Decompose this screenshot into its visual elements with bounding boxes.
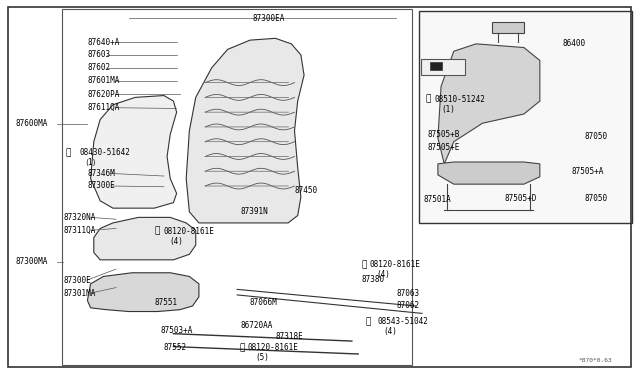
Text: 08120-8161E: 08120-8161E <box>164 227 215 235</box>
Text: 87505+A: 87505+A <box>572 167 604 176</box>
Text: 87620PA: 87620PA <box>88 90 120 99</box>
Text: 87505+B: 87505+B <box>427 130 460 139</box>
Text: (4): (4) <box>384 327 397 336</box>
Text: 87320NA: 87320NA <box>63 213 95 222</box>
Text: *870*0.63: *870*0.63 <box>578 358 612 363</box>
FancyBboxPatch shape <box>430 62 442 70</box>
Text: 87300E: 87300E <box>88 182 115 190</box>
Text: 87063: 87063 <box>396 289 420 298</box>
Polygon shape <box>438 162 540 184</box>
Text: 87062: 87062 <box>396 301 420 311</box>
Text: (5): (5) <box>255 353 269 362</box>
Text: 87318E: 87318E <box>275 332 303 341</box>
Text: 87300MA: 87300MA <box>15 257 48 266</box>
Polygon shape <box>88 273 199 311</box>
Text: 87066M: 87066M <box>250 298 278 307</box>
Text: 87505+E: 87505+E <box>427 143 460 152</box>
Text: 86720AA: 86720AA <box>241 321 273 330</box>
Text: (1): (1) <box>441 105 455 114</box>
Text: 87503+A: 87503+A <box>161 326 193 335</box>
Text: 87551: 87551 <box>154 298 177 307</box>
Text: Ⓢ: Ⓢ <box>366 317 371 326</box>
Text: 87380: 87380 <box>362 275 385 283</box>
Text: 86400: 86400 <box>562 39 585 48</box>
Text: 87602: 87602 <box>88 63 111 72</box>
Text: 87301MA: 87301MA <box>63 289 95 298</box>
Text: 87311QA: 87311QA <box>63 226 95 235</box>
Polygon shape <box>492 22 524 33</box>
Text: 87501A: 87501A <box>424 195 452 204</box>
Text: (4): (4) <box>376 270 390 279</box>
Polygon shape <box>91 96 177 208</box>
Text: 08430-51642: 08430-51642 <box>79 148 130 157</box>
Text: 08543-51042: 08543-51042 <box>378 317 428 326</box>
Text: 87601MA: 87601MA <box>88 76 120 85</box>
Text: Ⓑ: Ⓑ <box>154 227 160 235</box>
Text: Ⓑ: Ⓑ <box>239 343 244 352</box>
Text: Ⓢ: Ⓢ <box>425 95 431 104</box>
Text: 87450: 87450 <box>294 186 317 195</box>
Text: 87600MA: 87600MA <box>15 119 48 128</box>
Text: 87050: 87050 <box>584 195 607 203</box>
Text: 87640+A: 87640+A <box>88 38 120 46</box>
Polygon shape <box>186 38 304 223</box>
FancyBboxPatch shape <box>420 59 465 75</box>
Text: Ⓢ: Ⓢ <box>65 148 70 157</box>
Text: 87505+D: 87505+D <box>505 195 537 203</box>
Text: 87346M: 87346M <box>88 169 115 178</box>
Text: 87300EA: 87300EA <box>253 13 285 22</box>
Text: 08120-8161E: 08120-8161E <box>370 260 420 269</box>
Polygon shape <box>94 217 196 260</box>
Text: 08120-8161E: 08120-8161E <box>248 343 299 352</box>
Text: (4): (4) <box>169 237 183 246</box>
Text: 87611QA: 87611QA <box>88 103 120 112</box>
Text: 87391N: 87391N <box>241 206 268 216</box>
Text: 87603: 87603 <box>88 51 111 60</box>
Polygon shape <box>438 44 540 164</box>
Text: 87300E: 87300E <box>63 276 91 285</box>
FancyBboxPatch shape <box>419 11 632 223</box>
Text: 08510-51242: 08510-51242 <box>435 95 486 104</box>
Text: 87050: 87050 <box>584 132 607 141</box>
Text: Ⓑ: Ⓑ <box>362 260 367 269</box>
Text: ⟨1⟩: ⟨1⟩ <box>86 158 96 167</box>
Text: 87552: 87552 <box>164 343 187 352</box>
